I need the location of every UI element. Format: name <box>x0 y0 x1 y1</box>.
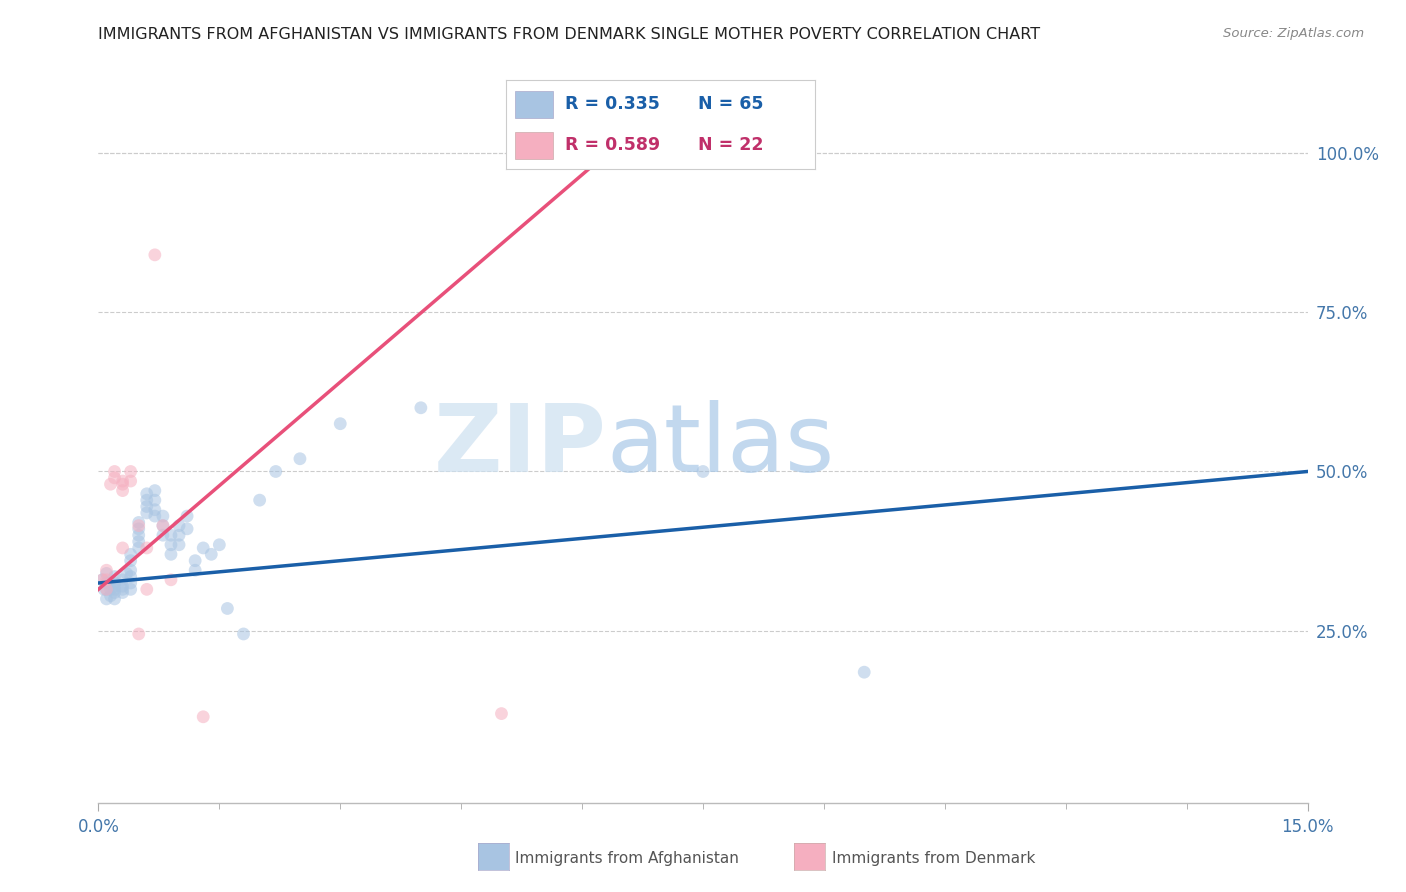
Point <box>103 576 125 591</box>
Point <box>208 538 231 552</box>
Point <box>135 493 157 508</box>
Point <box>120 582 142 597</box>
Point <box>128 528 150 542</box>
Text: R = 0.589: R = 0.589 <box>565 136 659 154</box>
Point <box>143 248 166 262</box>
Point <box>111 541 134 555</box>
Point <box>103 582 125 597</box>
Point <box>176 522 198 536</box>
Point <box>111 573 134 587</box>
Point <box>160 538 183 552</box>
Point <box>167 518 190 533</box>
Text: Immigrants from Afghanistan: Immigrants from Afghanistan <box>515 851 738 865</box>
Point <box>160 547 183 561</box>
Point <box>193 710 215 724</box>
Point <box>329 417 352 431</box>
Point <box>152 518 174 533</box>
Point <box>120 569 142 583</box>
Point <box>120 547 142 561</box>
Point <box>103 591 125 606</box>
Point <box>167 538 190 552</box>
FancyBboxPatch shape <box>516 132 553 159</box>
Point <box>96 582 118 597</box>
Point <box>167 528 190 542</box>
Point <box>491 706 513 721</box>
Point <box>103 471 125 485</box>
Text: N = 65: N = 65 <box>697 95 763 113</box>
Point <box>232 627 254 641</box>
FancyBboxPatch shape <box>516 91 553 118</box>
Point <box>135 487 157 501</box>
Point <box>100 589 122 603</box>
Point <box>217 601 239 615</box>
Point <box>93 582 115 597</box>
Point <box>193 541 215 555</box>
Point <box>111 585 134 599</box>
Point <box>135 582 157 597</box>
Point <box>111 477 134 491</box>
Point <box>91 573 114 587</box>
Point <box>120 554 142 568</box>
Point <box>96 563 118 577</box>
Text: R = 0.335: R = 0.335 <box>565 95 659 113</box>
Point <box>135 500 157 514</box>
Point <box>143 493 166 508</box>
Point <box>96 591 118 606</box>
Text: atlas: atlas <box>606 400 835 492</box>
Point <box>853 665 876 680</box>
Point <box>128 518 150 533</box>
Point <box>96 582 118 597</box>
Point <box>143 509 166 524</box>
Point <box>103 569 125 583</box>
Text: ZIP: ZIP <box>433 400 606 492</box>
Point <box>103 585 125 599</box>
Point <box>128 627 150 641</box>
Point <box>111 579 134 593</box>
Point <box>176 509 198 524</box>
Point <box>96 576 118 591</box>
Point <box>409 401 432 415</box>
Point <box>128 516 150 530</box>
Point <box>120 563 142 577</box>
Point <box>100 582 122 597</box>
Point <box>152 518 174 533</box>
Point <box>96 566 118 581</box>
Point <box>184 554 207 568</box>
Point <box>160 573 183 587</box>
Point <box>288 451 311 466</box>
Text: IMMIGRANTS FROM AFGHANISTAN VS IMMIGRANTS FROM DENMARK SINGLE MOTHER POVERTY COR: IMMIGRANTS FROM AFGHANISTAN VS IMMIGRANT… <box>98 27 1040 42</box>
Point <box>128 541 150 555</box>
Point <box>200 547 222 561</box>
Point <box>111 582 134 597</box>
Text: N = 22: N = 22 <box>697 136 763 154</box>
Point <box>264 465 287 479</box>
Text: Immigrants from Denmark: Immigrants from Denmark <box>832 851 1036 865</box>
Point <box>160 528 183 542</box>
Point <box>91 573 114 587</box>
Point <box>249 493 271 508</box>
Point <box>128 522 150 536</box>
Point <box>152 509 174 524</box>
Point <box>143 502 166 516</box>
Point <box>128 534 150 549</box>
Point <box>96 573 118 587</box>
Point <box>100 576 122 591</box>
Point <box>103 579 125 593</box>
Point <box>120 474 142 488</box>
Point <box>100 477 122 491</box>
Point <box>692 465 714 479</box>
Point <box>111 474 134 488</box>
Point <box>184 563 207 577</box>
Point <box>120 576 142 591</box>
Point <box>115 566 138 581</box>
Point <box>135 541 157 555</box>
Point <box>120 465 142 479</box>
Text: Source: ZipAtlas.com: Source: ZipAtlas.com <box>1223 27 1364 40</box>
Point <box>103 465 125 479</box>
Point <box>135 506 157 520</box>
Point <box>152 528 174 542</box>
Point <box>111 483 134 498</box>
Point <box>143 483 166 498</box>
